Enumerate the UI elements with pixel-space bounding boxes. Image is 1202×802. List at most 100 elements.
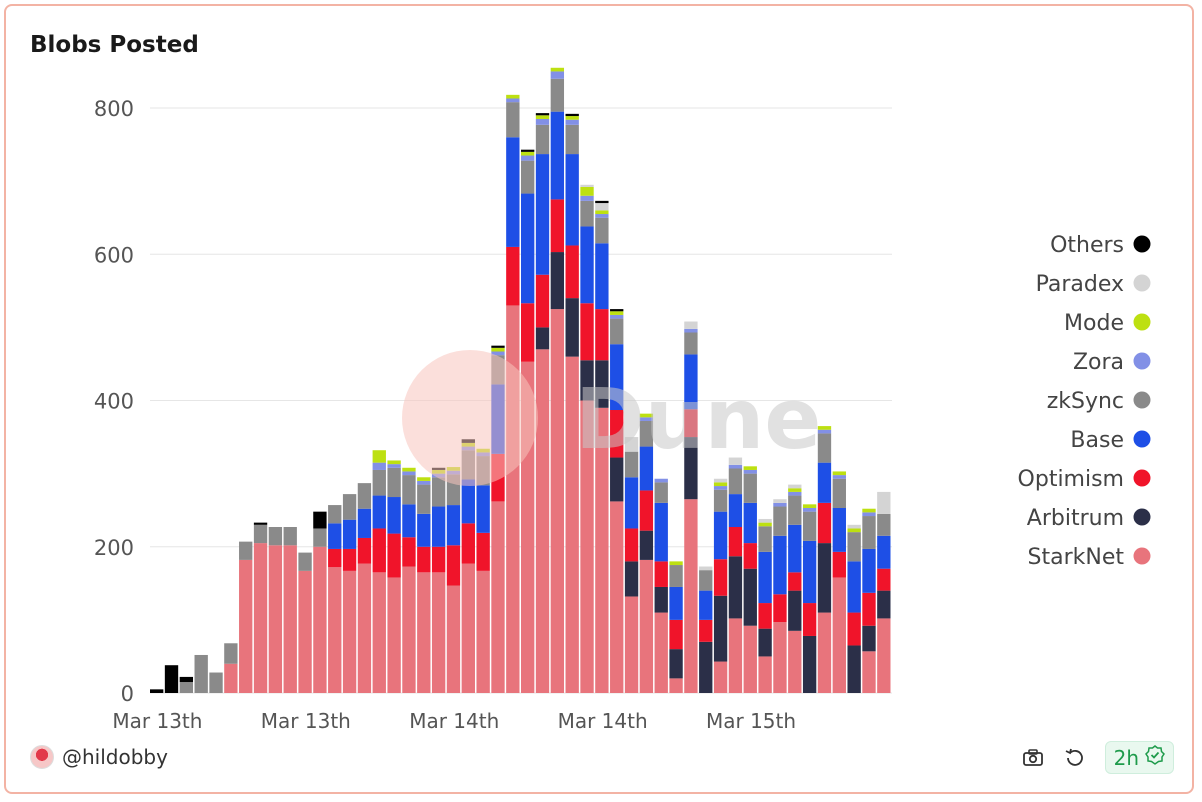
author-name: @hildobby [62,745,168,769]
bar-segment-mode [417,477,431,481]
bar-segment-starknet [431,572,446,693]
legend-label: Mode [1064,311,1124,336]
bar-segment-optimism [476,532,490,571]
bar-segment-zksync [832,478,846,508]
bar-segment-base [684,354,698,410]
bar-segment-starknet [283,545,297,693]
bar-segment-base [565,154,579,246]
bar-segment-base [610,344,624,411]
refresh-badge[interactable]: 2h [1104,741,1174,774]
bar-segment-paradex [758,518,772,523]
refresh-icon[interactable] [1063,746,1087,770]
bar-segment-base [328,523,342,549]
bar-segment-mode [535,115,550,119]
bar-segment-optimism [328,548,342,568]
bar-segment-zksync [209,672,223,693]
bar-segment-zora [387,464,401,468]
bar-segment-arbitrum [624,561,639,597]
bar-segment-optimism [758,603,772,629]
bar-segment-paradex [877,491,891,514]
bar-segment-mode [862,508,876,513]
bar-segment-paradex [624,437,639,452]
bar-segment-optimism [506,246,520,306]
bar-segment-zora [832,475,846,479]
bar-segment-base [417,513,431,547]
x-tick-label: Mar 15th [706,709,796,733]
bar-segment-zksync [610,318,624,345]
bar-segment-starknet [550,309,565,693]
bar-segment-starknet [268,545,283,693]
bar-segment-zora [639,417,654,421]
bar-segment-base [699,590,713,620]
bar-segment-zksync [788,495,802,525]
bar-segment-paradex [788,484,802,489]
x-tick-label: Mar 14th [558,709,648,733]
bar-segment-zksync [847,532,861,562]
bar-segment-zksync [535,124,550,155]
bar-segment-zora [743,469,757,474]
bar-segment-optimism [684,409,698,438]
bar-segment-mode [817,426,832,430]
x-tick-label: Mar 13th [261,709,351,733]
bar-segment-paradex [773,499,787,503]
bar-segment-base [713,511,728,560]
bar-segment-zora [713,486,728,490]
bar-segment-arbitrum [817,543,832,613]
bar-segment-base [669,586,683,620]
bar-segment-starknet [253,543,268,693]
bar-segment-starknet [461,563,475,693]
legend-label: Others [1050,233,1124,258]
legend-swatch [1133,274,1151,292]
bar-segment-others [253,522,268,525]
bar-segment-others [150,689,164,693]
legend-label: zkSync [1047,389,1124,414]
bar-segment-zksync [506,102,520,138]
footer-toolbar: 2h [1021,741,1174,774]
bar-segment-base [862,548,876,593]
bar-segment-zksync [654,482,668,503]
bar-segment-others [610,309,624,312]
bar-segment-optimism [773,594,787,623]
legend-label: Base [1070,428,1124,453]
bar-segment-arbitrum [743,568,757,626]
bar-segment-zksync [862,516,876,549]
bar-segment-arbitrum [580,360,594,401]
bar-segment-optimism [372,528,386,573]
bar-segment-paradex [595,203,609,211]
bar-segment-starknet [713,661,728,693]
bar-segment-others [179,676,194,683]
bar-segment-mode [639,413,654,418]
bar-segment-zksync [417,484,431,514]
bar-segment-zksync [565,124,579,155]
bar-segment-starknet [862,651,876,693]
check-badge-icon [1145,745,1165,770]
bar-segment-zora [506,98,520,103]
bar-segment-optimism [402,537,416,567]
bar-segment-optimism [565,245,579,299]
bar-segment-mode [788,488,802,492]
bar-segment-arbitrum [862,625,876,652]
bar-segment-zora [802,507,817,512]
camera-icon[interactable] [1021,746,1045,770]
bar-segment-base [788,524,802,573]
bar-segment-arbitrum [595,360,609,408]
bar-segment-base [743,502,757,544]
bar-segment-optimism [387,533,401,578]
bar-segment-zksync [624,451,639,478]
y-tick-label: 400 [94,390,134,414]
bar-segment-base [758,551,772,604]
bar-segment-arbitrum [699,641,713,693]
bar-segment-others [491,345,505,348]
legend-swatch [1133,235,1151,253]
bar-segment-others [535,113,550,116]
bar-segment-zksync [580,200,594,227]
bar-segment-zora [728,464,743,469]
bar-segment-mode [802,504,817,508]
author-link[interactable]: @hildobby [30,745,168,769]
bar-segment-base [521,193,535,304]
watermark: Dune [402,350,821,486]
bar-segment-optimism [357,537,372,564]
bar-segment-starknet [476,570,490,693]
bar-segment-zksync [342,494,357,520]
bar-segment-paradex [713,478,728,483]
